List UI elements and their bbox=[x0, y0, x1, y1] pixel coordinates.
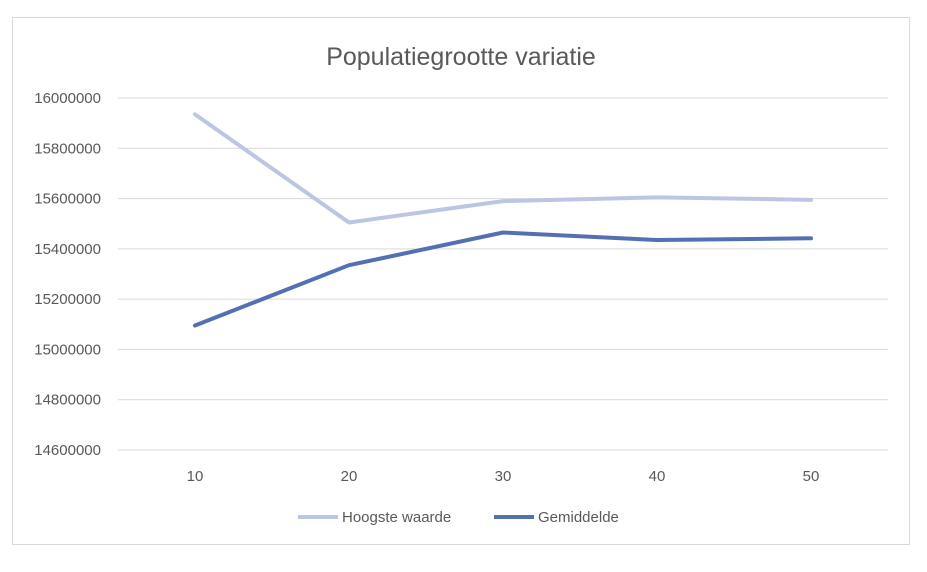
legend-label-hoogste-waarde: Hoogste waarde bbox=[342, 509, 451, 526]
x-tick-label: 20 bbox=[341, 468, 358, 485]
x-axis-tick-labels: 10 20 30 40 50 bbox=[187, 468, 820, 485]
y-tick-label: 15000000 bbox=[34, 341, 101, 358]
grid-lines bbox=[118, 97, 888, 451]
x-tick-label: 40 bbox=[649, 468, 666, 485]
chart-frame bbox=[12, 17, 910, 545]
series-line-hoogste-waarde bbox=[193, 112, 813, 225]
y-tick-label: 15200000 bbox=[34, 291, 101, 308]
x-tick-label: 50 bbox=[803, 468, 820, 485]
x-tick-label: 10 bbox=[187, 468, 204, 485]
series-lines bbox=[193, 112, 813, 328]
chart-title: Populatiegrootte variatie bbox=[326, 43, 596, 71]
y-axis-tick-labels: 16000000 15800000 15600000 15400000 15200000… bbox=[34, 90, 101, 459]
y-tick-label: 15800000 bbox=[34, 140, 101, 157]
y-tick-label: 15400000 bbox=[34, 241, 101, 258]
series-line-gemiddelde bbox=[193, 230, 813, 328]
y-tick-label: 14800000 bbox=[34, 392, 101, 409]
y-tick-label: 14600000 bbox=[34, 442, 101, 459]
y-tick-label: 16000000 bbox=[34, 90, 101, 107]
x-tick-label: 30 bbox=[495, 468, 512, 485]
y-tick-label: 15600000 bbox=[34, 191, 101, 208]
legend-label-gemiddelde: Gemiddelde bbox=[538, 509, 619, 526]
legend: Hoogste waarde Gemiddelde bbox=[298, 509, 619, 526]
